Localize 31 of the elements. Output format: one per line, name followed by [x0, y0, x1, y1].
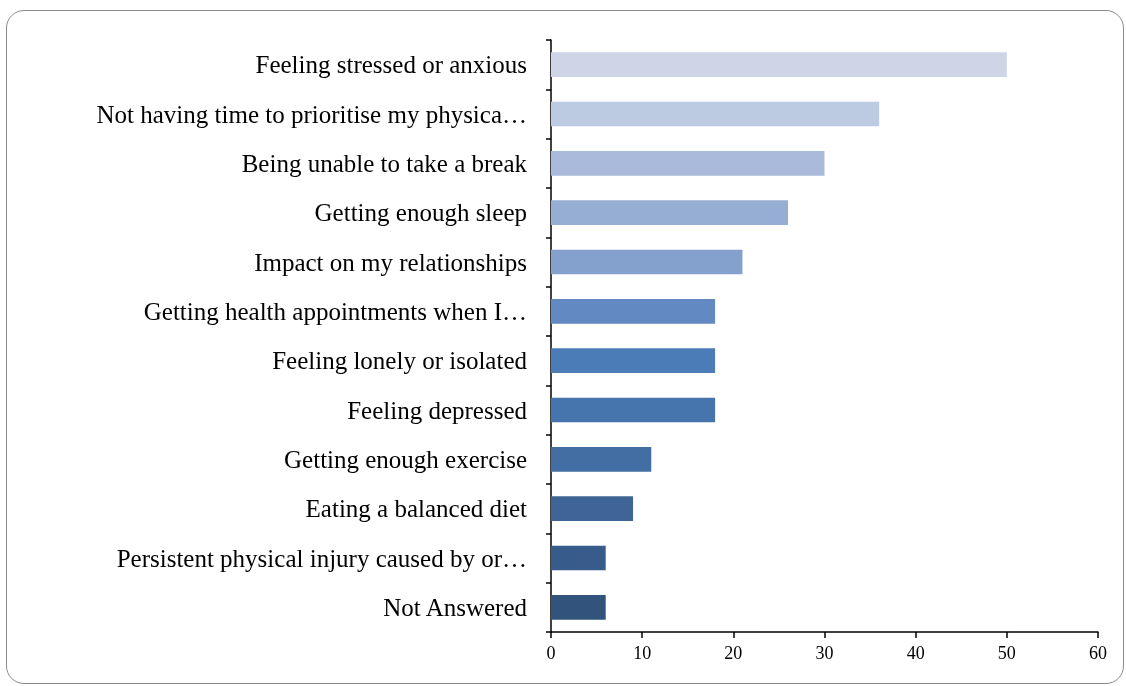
x-tick-label: 40 [906, 643, 925, 663]
bar [551, 299, 716, 324]
bar [551, 200, 789, 225]
bar [551, 151, 825, 176]
bar [551, 249, 743, 275]
y-tick-label: Impact on my relationships [254, 248, 527, 276]
x-tick-label: 0 [546, 643, 556, 663]
bar [551, 397, 716, 423]
y-tick-label: Feeling stressed or anxious [255, 51, 527, 79]
y-tick-label: Getting health appointments when I… [143, 297, 527, 325]
x-tick-label: 20 [724, 643, 743, 663]
bar [551, 595, 606, 620]
x-tick-label: 30 [815, 643, 834, 663]
bar [551, 101, 880, 127]
y-tick-label: Persistent physical injury caused by or… [116, 544, 527, 572]
y-tick-label: Getting enough exercise [284, 445, 527, 473]
bar [551, 447, 652, 472]
bar [551, 496, 634, 521]
y-tick-label: Eating a balanced diet [305, 495, 528, 523]
bar [551, 545, 606, 571]
bar [551, 348, 716, 373]
x-tick-label: 10 [633, 643, 652, 663]
bar [551, 52, 1007, 77]
y-tick-label: Not Answered [383, 593, 528, 621]
y-tick-label: Feeling depressed [347, 396, 528, 424]
y-tick-label: Being unable to take a break [241, 149, 528, 177]
y-tick-label: Not having time to prioritise my physica… [96, 100, 527, 128]
y-tick-label: Getting enough sleep [314, 199, 527, 227]
x-tick-label: 60 [1089, 643, 1107, 663]
x-tick-label: 50 [997, 643, 1016, 663]
y-tick-label: Feeling lonely or isolated [272, 347, 528, 375]
